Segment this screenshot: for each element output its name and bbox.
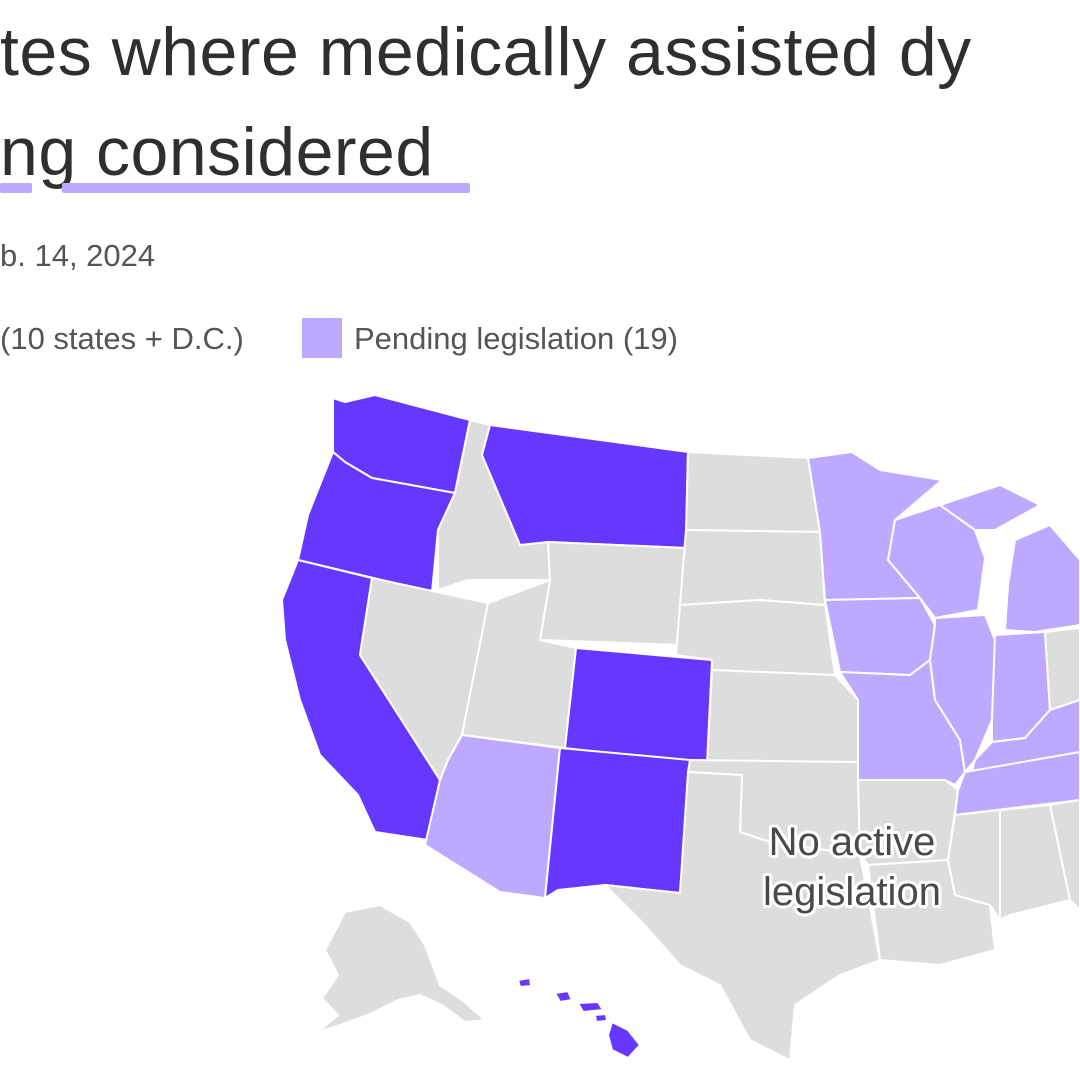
state-alabama xyxy=(999,804,1071,921)
state-iowa xyxy=(824,597,936,676)
state-texas xyxy=(604,771,881,1061)
chart-title-line-1: tes where medically assisted dy xyxy=(0,14,972,90)
state-michigan-upper xyxy=(939,484,1041,531)
state-hawaii xyxy=(517,977,641,1059)
state-michigan-lower xyxy=(1004,524,1080,633)
legend-pending-label: Pending legislation (19) xyxy=(354,321,678,356)
state-georgia xyxy=(1049,799,1080,911)
map-label-line-1: No active xyxy=(769,820,936,864)
state-montana xyxy=(481,424,689,549)
us-map: No active legislation xyxy=(281,394,1080,1061)
state-alaska xyxy=(317,904,486,1033)
legend-pending-swatch xyxy=(302,318,342,358)
state-north-dakota xyxy=(685,451,821,533)
legend-legal-label: (10 states + D.C.) xyxy=(0,321,244,356)
state-south-dakota xyxy=(679,529,826,606)
state-ohio xyxy=(1044,627,1080,711)
state-kansas xyxy=(706,669,859,766)
chart-title-line-2: ng considered xyxy=(0,114,434,190)
map-label-line-2: legislation xyxy=(763,870,941,914)
chart-date: b. 14, 2024 xyxy=(0,238,156,273)
title-underline-2 xyxy=(62,183,470,193)
state-colorado xyxy=(564,647,713,766)
title-underline-1 xyxy=(0,183,32,193)
state-wyoming xyxy=(539,541,687,646)
state-new-mexico xyxy=(544,747,691,899)
